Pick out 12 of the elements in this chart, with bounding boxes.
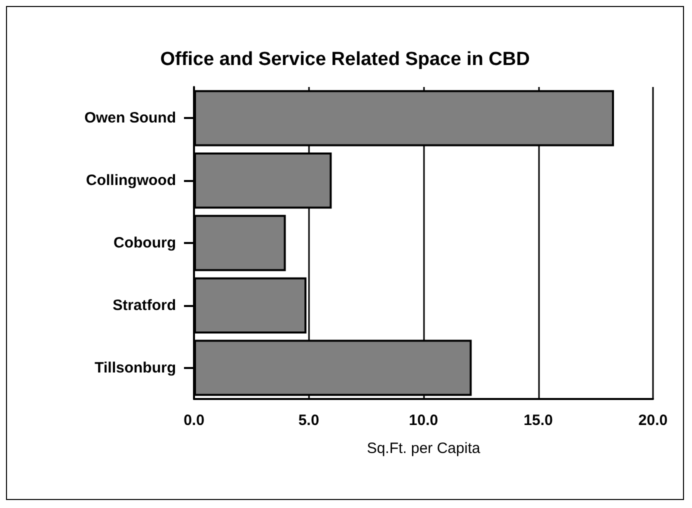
y-tick-label: Owen Sound — [84, 110, 176, 127]
x-tick-label: 5.0 — [298, 412, 320, 429]
y-tick-label: Cobourg — [114, 234, 176, 252]
x-tick-label: 20.0 — [638, 412, 668, 429]
chart-title: Office and Service Related Space in CBD — [160, 49, 530, 70]
x-axis-title: Sq.Ft. per Capita — [366, 440, 481, 457]
y-tick-label: Stratford — [112, 296, 176, 314]
x-tick-label: 0.0 — [184, 412, 204, 429]
x-tick-label: 10.0 — [408, 412, 438, 429]
x-tick-label: 15.0 — [524, 412, 553, 429]
y-tick-label: Collingwood — [86, 172, 176, 190]
y-tick-label: Tillsonburg — [94, 359, 176, 376]
